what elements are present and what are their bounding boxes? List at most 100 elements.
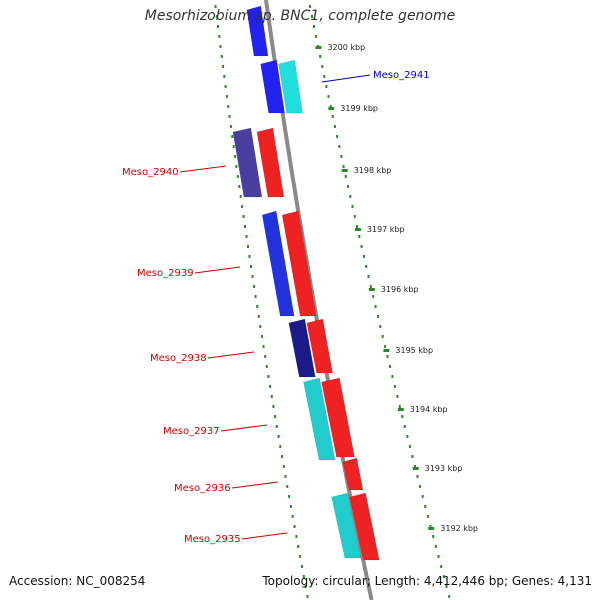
outer-tick-dot xyxy=(440,565,443,568)
inner-tick-dot xyxy=(222,65,225,68)
inner-tick-dot xyxy=(251,275,254,278)
outer-tick-dot xyxy=(391,375,394,378)
outer-tick-dot xyxy=(411,455,414,458)
outer-tick-dot xyxy=(311,15,313,18)
outer-tick-dot xyxy=(398,405,401,408)
outer-tick-dot xyxy=(432,535,435,538)
inner-tick-dot xyxy=(241,205,244,208)
outer-tick-dot xyxy=(442,575,445,578)
map-title: Mesorhizobium sp. BNC1, complete genome xyxy=(144,8,456,24)
gene-block xyxy=(278,59,303,114)
gene-label[interactable]: Meso_2940 xyxy=(122,167,179,178)
inner-tick-dot xyxy=(269,385,272,388)
outer-tick-dot xyxy=(344,175,347,178)
inner-tick-dot xyxy=(256,305,259,308)
outer-tick-dot xyxy=(353,215,356,218)
outer-tick-dot xyxy=(349,195,352,198)
outer-tick-dot xyxy=(374,305,377,308)
outer-tick-dot xyxy=(325,85,328,88)
outer-tick-dot xyxy=(445,585,448,588)
inner-tick-dot xyxy=(250,265,252,268)
gene-block xyxy=(260,59,285,114)
inner-tick-dot xyxy=(253,285,256,288)
gene-block xyxy=(349,492,380,561)
leader-line xyxy=(241,532,288,540)
inner-tick-dot xyxy=(302,575,305,578)
gene-label[interactable]: Meso_2937 xyxy=(163,426,220,437)
accession-text: Accession: NC_008254 xyxy=(9,574,146,588)
inner-tick-dot xyxy=(299,555,302,558)
tick-label: 3197 kbp xyxy=(367,225,405,234)
inner-tick-dot xyxy=(231,135,234,138)
inner-tick-dot xyxy=(228,115,231,118)
outer-tick-dot xyxy=(414,465,416,468)
gene-label[interactable]: Meso_2938 xyxy=(150,353,207,364)
gene-label[interactable]: Meso_2939 xyxy=(137,268,194,279)
major-tick xyxy=(412,467,419,470)
leader-line xyxy=(207,351,255,359)
major-tick xyxy=(383,349,390,352)
outer-tick-dot xyxy=(416,475,419,478)
genome-info-text: Topology: circular; Length: 4,412,446 bp… xyxy=(262,574,592,588)
inner-tick-dot xyxy=(297,545,300,548)
outer-tick-dot xyxy=(331,115,334,118)
inner-tick-dot xyxy=(232,145,235,148)
outer-tick-dot xyxy=(347,185,350,188)
inner-tick-dot xyxy=(272,405,275,408)
inner-tick-dot xyxy=(286,485,289,488)
inner-tick-dot xyxy=(267,375,270,378)
inner-tick-dot xyxy=(279,445,282,448)
inner-tick-dot xyxy=(215,15,218,18)
gene-block xyxy=(281,210,317,317)
outer-tick-dot xyxy=(319,55,322,58)
inner-tick-dot xyxy=(277,435,280,438)
major-tick xyxy=(354,228,361,231)
outer-tick-dot xyxy=(362,255,365,258)
kbp-ticks: 3200 kbp 3199 kbp 3198 kbp 3197 kbp 3196 kbp… xyxy=(214,5,478,598)
outer-tick-dot xyxy=(367,275,370,278)
inner-tick-dot xyxy=(259,325,262,328)
outer-tick-dot xyxy=(315,35,318,38)
inner-tick-dot xyxy=(282,465,285,468)
inner-tick-dot xyxy=(262,345,265,348)
outer-tick-dot xyxy=(386,355,389,358)
inner-tick-dot xyxy=(219,45,222,48)
outer-tick-dot xyxy=(329,105,332,108)
inner-tick-dot xyxy=(224,85,227,88)
inner-tick-dot xyxy=(288,495,291,498)
outer-tick-dot xyxy=(377,315,379,318)
leader-line xyxy=(194,266,241,274)
outer-tick-dot xyxy=(360,245,363,248)
outer-tick-dot xyxy=(429,525,432,528)
gene-block xyxy=(306,318,333,374)
major-tick xyxy=(341,169,348,172)
outer-tick-dot xyxy=(389,365,391,368)
gene-blocks xyxy=(232,5,380,561)
major-tick xyxy=(428,527,435,530)
gene-label[interactable]: Meso_2936 xyxy=(174,483,231,494)
gene-label[interactable]: Meso_2941 xyxy=(373,70,430,81)
gene-block xyxy=(331,492,362,559)
inner-tick-dot xyxy=(220,55,223,58)
inner-tick-dot xyxy=(289,505,292,508)
outer-tick-dot xyxy=(338,145,341,148)
outer-tick-dot xyxy=(356,225,358,228)
leader-line xyxy=(220,424,268,432)
inner-tick-dot xyxy=(223,75,226,78)
outer-tick-dot xyxy=(340,155,343,158)
inner-tick-dot xyxy=(234,155,236,158)
tick-label: 3194 kbp xyxy=(410,405,448,414)
inner-tick-dot xyxy=(242,215,245,218)
inner-tick-dot xyxy=(293,525,296,528)
outer-tick-dot xyxy=(336,135,339,138)
inner-tick-dot xyxy=(214,5,217,8)
inner-tick-dot xyxy=(301,565,303,568)
inner-tick-dot xyxy=(254,295,257,298)
tick-label: 3192 kbp xyxy=(440,524,478,533)
outer-tick-dot xyxy=(323,75,326,78)
outer-tick-dot xyxy=(372,295,375,298)
gene-block xyxy=(246,5,269,57)
gene-label[interactable]: Meso_2935 xyxy=(184,534,241,545)
outer-tick-dot xyxy=(365,265,368,268)
